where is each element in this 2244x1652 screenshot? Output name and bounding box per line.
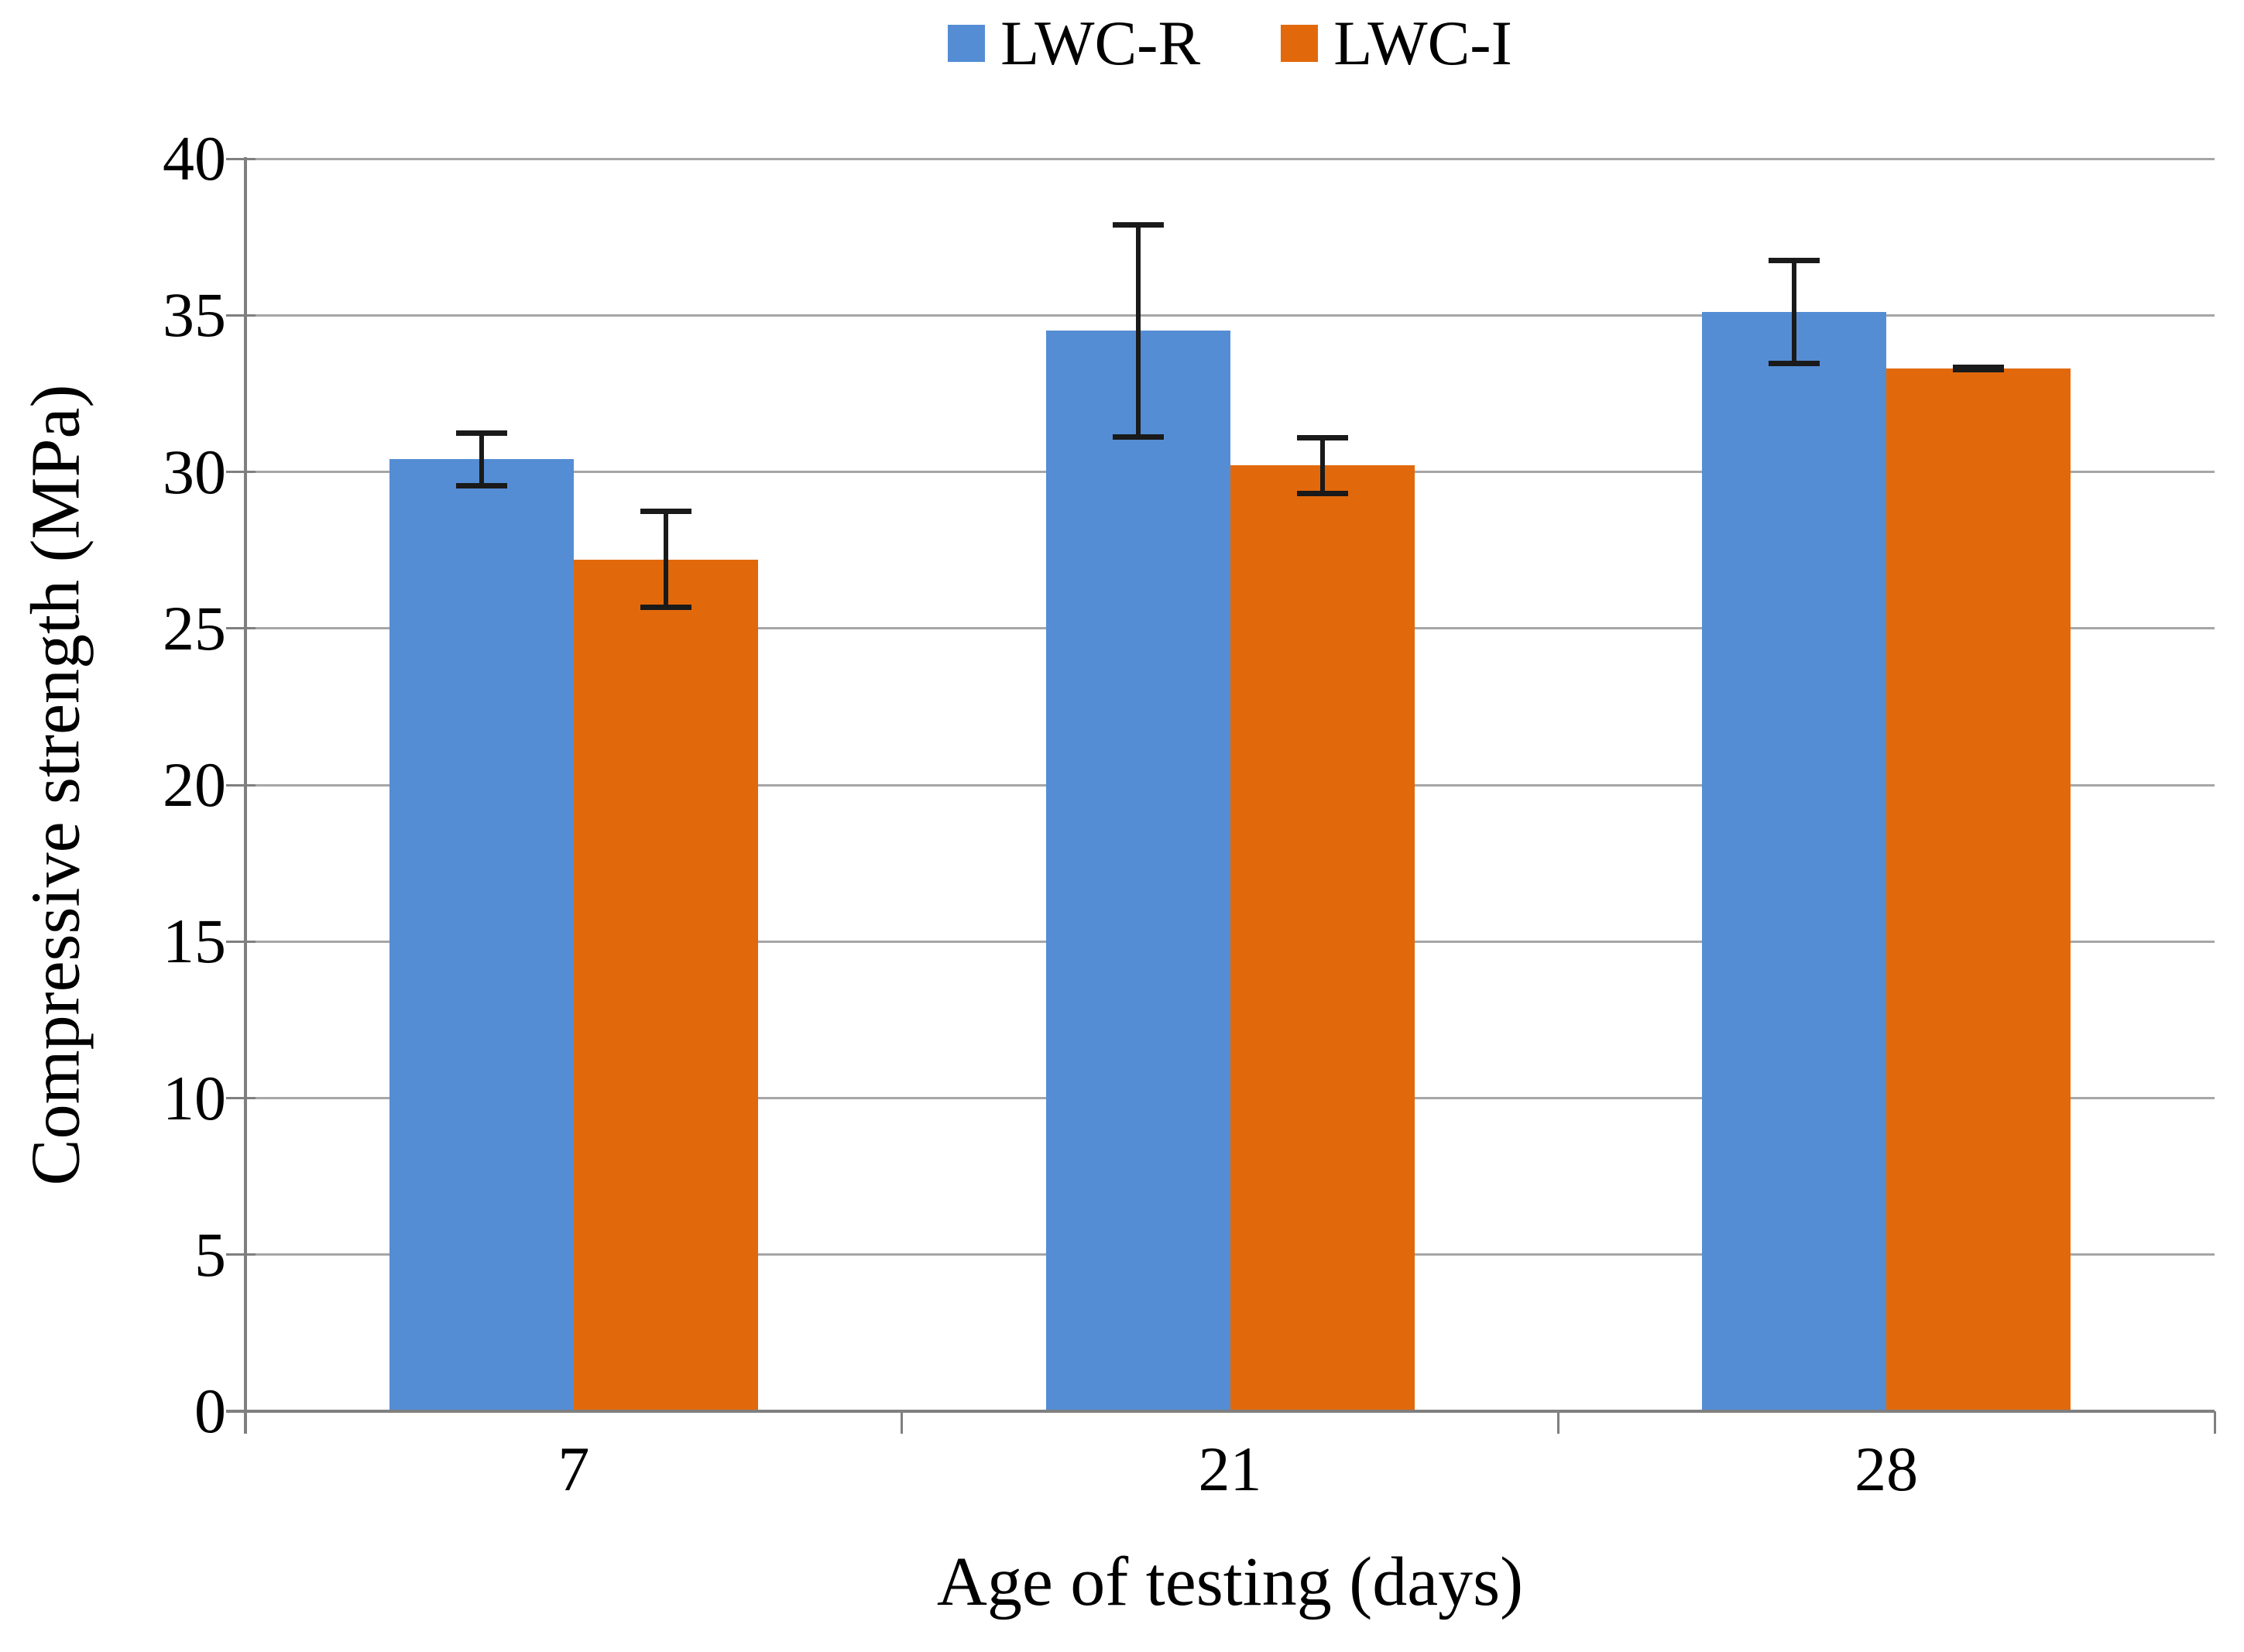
bar-lwc-r-7 bbox=[389, 459, 574, 1411]
error-bar-lwc-i-7 bbox=[663, 511, 668, 608]
error-cap-bottom bbox=[1953, 367, 2005, 373]
legend-item-lwc-r: LWC-R bbox=[948, 6, 1200, 81]
x-axis-line bbox=[226, 1410, 2215, 1413]
legend-label-lwc-i: LWC-I bbox=[1333, 8, 1512, 78]
y-tick-10 bbox=[226, 1097, 256, 1099]
legend-swatch-lwc-i-icon bbox=[1281, 25, 1319, 62]
error-bar-lwc-r-7 bbox=[479, 432, 484, 486]
bar-lwc-r-28 bbox=[1702, 312, 1887, 1411]
error-cap-bottom bbox=[1112, 434, 1164, 440]
legend-item-lwc-i: LWC-I bbox=[1281, 6, 1512, 81]
error-cap-bottom bbox=[640, 605, 691, 611]
error-cap-bottom bbox=[455, 482, 507, 488]
error-bar-lwc-i-21 bbox=[1319, 437, 1325, 494]
gridline-40 bbox=[245, 157, 2215, 160]
error-cap-top bbox=[1769, 258, 1820, 264]
y-tick-label-20: 20 bbox=[163, 749, 226, 820]
error-cap-top bbox=[640, 509, 691, 515]
error-cap-bottom bbox=[1296, 490, 1348, 496]
x-tick-label-28: 28 bbox=[1855, 1434, 1919, 1504]
error-cap-top bbox=[455, 430, 507, 436]
bar-lwc-i-21 bbox=[1230, 465, 1415, 1411]
y-tick-label-25: 25 bbox=[163, 592, 226, 663]
y-tick-label-10: 10 bbox=[163, 1062, 226, 1133]
gridline-35 bbox=[245, 314, 2215, 317]
error-cap-bottom bbox=[1769, 360, 1820, 366]
y-tick-0 bbox=[226, 1410, 256, 1413]
x-tick-boundary-2 bbox=[1556, 1411, 1559, 1434]
y-tick-label-40: 40 bbox=[163, 123, 226, 194]
y-tick-label-15: 15 bbox=[163, 906, 226, 977]
y-axis-line bbox=[244, 157, 247, 1434]
x-tick-label-21: 21 bbox=[1198, 1434, 1262, 1504]
x-tick-boundary-1 bbox=[901, 1411, 904, 1434]
y-tick-label-30: 30 bbox=[163, 436, 226, 507]
bar-lwc-i-28 bbox=[1886, 368, 2071, 1411]
legend: LWC-R LWC-I bbox=[245, 6, 2215, 81]
bar-lwc-r-21 bbox=[1045, 331, 1230, 1411]
x-tick-label-7: 7 bbox=[558, 1434, 590, 1504]
error-bar-lwc-r-21 bbox=[1135, 224, 1141, 437]
error-bar-lwc-r-28 bbox=[1792, 260, 1797, 364]
y-tick-40 bbox=[226, 157, 256, 160]
y-tick-30 bbox=[226, 471, 256, 473]
y-tick-35 bbox=[226, 314, 256, 317]
error-cap-top bbox=[1296, 435, 1348, 440]
y-tick-label-5: 5 bbox=[194, 1218, 226, 1290]
error-cap-top bbox=[1112, 221, 1164, 228]
x-tick-boundary-3 bbox=[2213, 1411, 2216, 1434]
y-tick-label-0: 0 bbox=[194, 1376, 226, 1446]
bar-lwc-i-7 bbox=[573, 559, 758, 1411]
y-tick-15 bbox=[226, 940, 256, 943]
legend-label-lwc-r: LWC-R bbox=[1000, 8, 1201, 78]
x-axis-title: Age of testing (days) bbox=[936, 1544, 1524, 1620]
y-tick-label-35: 35 bbox=[163, 279, 226, 351]
legend-swatch-lwc-r-icon bbox=[948, 25, 986, 62]
y-tick-5 bbox=[226, 1253, 256, 1256]
y-tick-20 bbox=[226, 783, 256, 787]
y-tick-25 bbox=[226, 627, 256, 630]
